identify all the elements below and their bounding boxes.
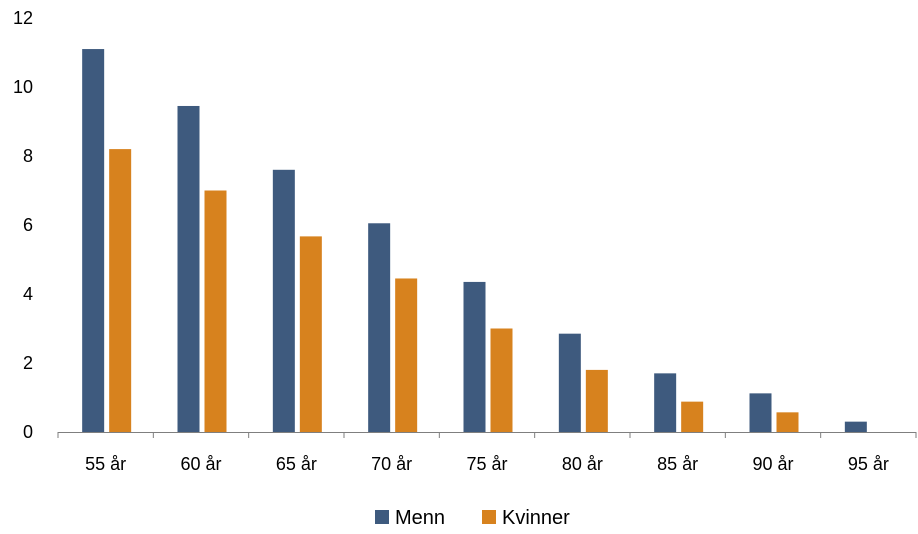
x-tick-label: 85 år	[657, 454, 698, 474]
bar-menn-1	[82, 49, 105, 433]
bar-menn-4	[368, 223, 391, 432]
bar-kvinner-1	[109, 149, 132, 432]
legend: Menn Kvinner	[375, 507, 570, 529]
bar-menn-6	[558, 333, 581, 432]
x-tick-label: 75 år	[466, 454, 507, 474]
x-tick-label: 80 år	[562, 454, 603, 474]
x-tick-label: 55 år	[85, 454, 126, 474]
y-axis-ticks: 0 2 4 6 8 10 12	[13, 8, 33, 442]
bars	[82, 49, 867, 433]
y-tick-label: 12	[13, 8, 33, 28]
y-tick-label: 10	[13, 77, 33, 97]
x-tick-label: 65 år	[276, 454, 317, 474]
x-tick-label: 95 år	[848, 454, 889, 474]
y-tick-label: 0	[23, 422, 33, 442]
bar-kvinner-2	[204, 190, 227, 432]
x-tick-label: 70 år	[371, 454, 412, 474]
bar-menn-7	[654, 373, 677, 432]
legend-label-menn: Menn	[395, 507, 445, 529]
bar-kvinner-6	[585, 369, 608, 432]
bar-kvinner-5	[490, 328, 513, 432]
bar-menn-9	[844, 421, 867, 432]
legend-label-kvinner: Kvinner	[502, 507, 570, 529]
bar-kvinner-7	[681, 401, 704, 432]
x-tick-label: 60 år	[180, 454, 221, 474]
legend-swatch-kvinner	[482, 510, 496, 524]
bar-menn-8	[749, 393, 772, 432]
bar-menn-2	[177, 105, 200, 432]
bar-menn-5	[463, 281, 486, 432]
bar-kvinner-4	[395, 278, 418, 432]
y-tick-label: 8	[23, 146, 33, 166]
y-tick-label: 4	[23, 284, 33, 304]
x-tick-label: 90 år	[752, 454, 793, 474]
legend-swatch-menn	[375, 510, 389, 524]
bar-kvinner-3	[299, 236, 322, 432]
bar-menn-3	[272, 169, 295, 433]
y-tick-label: 2	[23, 353, 33, 373]
x-axis-ticks: 55 år 60 år 65 år 70 år 75 år 80 år 85 år 90 år…	[57, 432, 917, 474]
y-tick-label: 6	[23, 215, 33, 235]
bar-kvinner-8	[776, 412, 799, 432]
